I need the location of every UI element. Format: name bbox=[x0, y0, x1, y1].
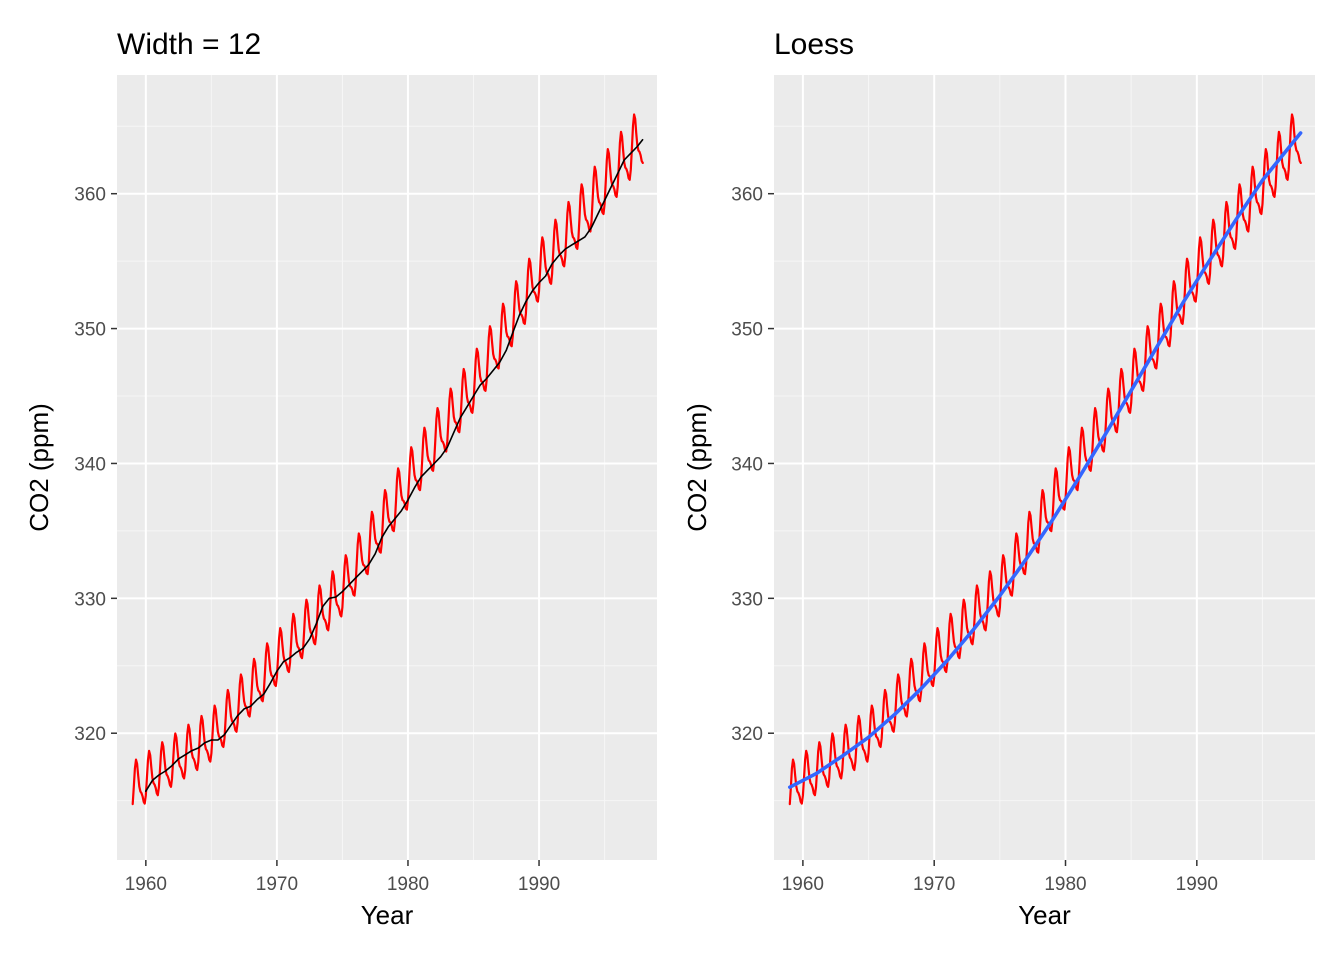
y-tick-label: 330 bbox=[731, 589, 763, 610]
panel-title: Width = 12 bbox=[117, 28, 261, 61]
x-tick-label: 1980 bbox=[387, 874, 429, 895]
y-tick-label: 340 bbox=[731, 454, 763, 475]
y-tick-label: 360 bbox=[74, 185, 106, 206]
panel-title: Loess bbox=[774, 28, 854, 61]
panel-loess: 1960 1970 1980 1990 320 330 340 350 360 Loess Year… bbox=[682, 28, 1315, 930]
x-tick-label: 1990 bbox=[518, 874, 560, 895]
loess-line bbox=[788, 131, 1303, 789]
y-tick-label: 350 bbox=[731, 320, 763, 341]
y-tick-label: 320 bbox=[731, 724, 763, 745]
x-tick-label: 1970 bbox=[913, 874, 955, 895]
y-tick-label: 330 bbox=[74, 589, 106, 610]
x-axis-title: Year bbox=[361, 900, 414, 930]
y-tick-label: 350 bbox=[74, 320, 106, 341]
panel-moving-average: 1960 1970 1980 1990 320 330 340 350 360 Width = 1… bbox=[24, 28, 657, 930]
plot-background bbox=[117, 75, 657, 860]
y-axis-title: CO2 (ppm) bbox=[682, 403, 712, 532]
y-axis-title: CO2 (ppm) bbox=[24, 403, 54, 532]
x-tick-label: 1960 bbox=[125, 874, 167, 895]
observed-co2-line bbox=[131, 113, 644, 806]
y-tick-label: 360 bbox=[731, 185, 763, 206]
y-tick-label: 320 bbox=[74, 724, 106, 745]
x-tick-label: 1980 bbox=[1044, 874, 1086, 895]
x-axis-title: Year bbox=[1018, 900, 1071, 930]
moving-average-line bbox=[145, 138, 644, 792]
y-tick-label: 340 bbox=[74, 454, 106, 475]
x-tick-label: 1960 bbox=[782, 874, 824, 895]
x-tick-label: 1970 bbox=[256, 874, 298, 895]
plot-background bbox=[774, 75, 1315, 860]
x-tick-label: 1990 bbox=[1176, 874, 1218, 895]
